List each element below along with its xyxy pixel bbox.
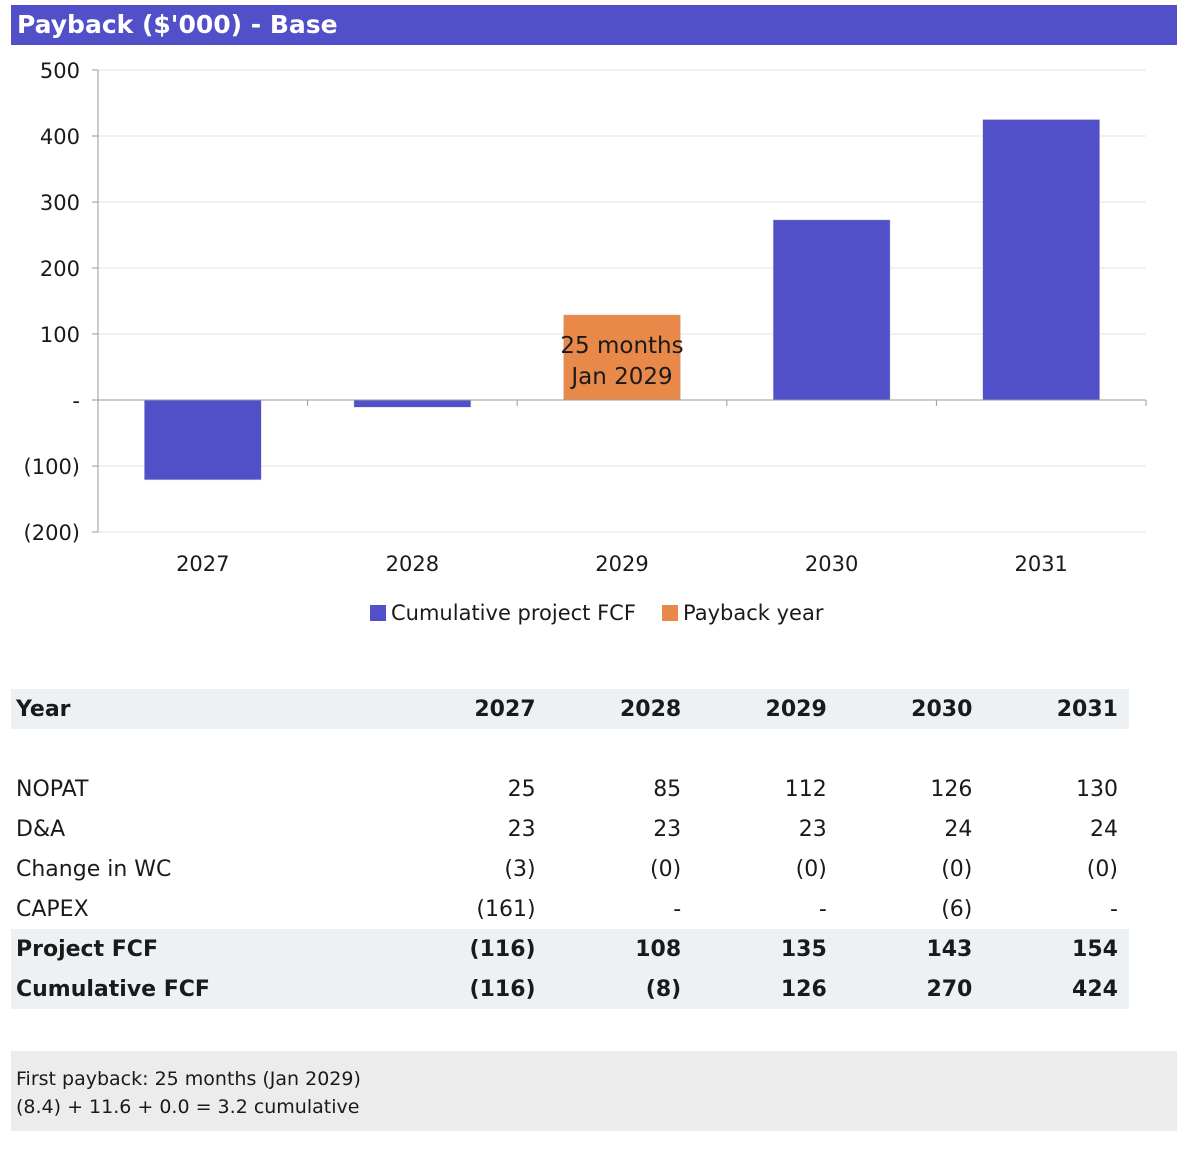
row-label: D&A (16, 816, 66, 842)
row-value: - (818, 896, 827, 922)
row-value: 112 (784, 776, 827, 802)
y-tick-label: 500 (40, 59, 80, 83)
table-row-capex: CAPEX (161) - - (6) - (11, 889, 1129, 929)
header-year: 2030 (911, 696, 973, 722)
y-tick-label: 300 (40, 191, 80, 215)
row-label: NOPAT (16, 776, 89, 802)
table-row-project-fcf: Project FCF (116) 108 135 143 154 (11, 929, 1129, 969)
row-value: 23 (798, 816, 827, 842)
row-value: 154 (1072, 936, 1118, 962)
row-value: 85 (653, 776, 682, 802)
row-value: (161) (476, 896, 536, 922)
row-value: 424 (1072, 976, 1118, 1002)
y-tick-label: 100 (40, 323, 80, 347)
bar (353, 399, 472, 408)
y-tick-label: - (72, 389, 80, 413)
table-row-da: D&A 23 23 23 24 24 (11, 809, 1129, 849)
row-value: 270 (926, 976, 973, 1002)
row-value: (116) (469, 936, 536, 962)
row-value: 23 (507, 816, 536, 842)
row-value: (116) (469, 976, 536, 1002)
row-value: (3) (504, 856, 536, 882)
payback-annotation: 25 months (560, 333, 683, 359)
header-year: 2031 (1056, 696, 1118, 722)
bar (563, 314, 681, 401)
y-tick-label: (100) (24, 455, 80, 479)
row-label: Project FCF (16, 936, 158, 962)
row-value: (0) (650, 856, 682, 882)
row-label: CAPEX (16, 896, 89, 922)
y-tick-label: 200 (40, 257, 80, 281)
table-row-cumulative-fcf: Cumulative FCF (116) (8) 126 270 424 (11, 969, 1129, 1009)
x-tick-label: 2031 (1014, 552, 1067, 576)
x-tick-label: 2030 (805, 552, 858, 576)
row-value: 126 (930, 776, 973, 802)
row-value: 135 (780, 936, 827, 962)
row-value: 25 (507, 776, 536, 802)
payback-note: First payback: 25 months (Jan 2029) (8.4… (11, 1051, 1177, 1131)
legend-swatch (662, 605, 678, 621)
header-label: Year (16, 696, 71, 722)
bar (772, 219, 891, 401)
row-value: 24 (1089, 816, 1118, 842)
row-value: 108 (635, 936, 682, 962)
row-value: 23 (653, 816, 682, 842)
header-year: 2029 (765, 696, 827, 722)
row-label: Change in WC (16, 856, 172, 882)
row-value: 24 (944, 816, 973, 842)
fcf-table: Year 2027 2028 2029 2030 2031 NOPAT 25 8… (11, 689, 1129, 1009)
x-tick-label: 2027 (176, 552, 229, 576)
payback-bar-chart: 500 400 300 200 100 - (100) (200) 2027 2028 2029 20… (24, 59, 1147, 625)
row-value: 143 (926, 936, 973, 962)
legend-label: Payback year (683, 601, 824, 625)
header-year: 2028 (619, 696, 682, 722)
row-value: (6) (941, 896, 973, 922)
row-value: (0) (1086, 856, 1118, 882)
table-header-row: Year 2027 2028 2029 2030 2031 (11, 689, 1129, 729)
payback-annotation: Jan 2029 (569, 364, 672, 390)
row-value: 126 (780, 976, 827, 1002)
table-row-change-in-wc: Change in WC (3) (0) (0) (0) (0) (11, 849, 1129, 889)
table-spacer (11, 729, 1129, 769)
bar (144, 399, 262, 481)
table-row-nopat: NOPAT 25 85 112 126 130 (11, 769, 1129, 809)
legend-swatch (370, 605, 386, 621)
y-tick-label: 400 (40, 125, 80, 149)
note-line-1: First payback: 25 months (Jan 2029) (16, 1068, 361, 1090)
legend-label: Cumulative project FCF (391, 601, 636, 625)
row-value: - (673, 896, 682, 922)
chart-title: Payback ($'000) - Base (11, 5, 1177, 45)
x-tick-label: 2029 (595, 552, 648, 576)
row-value: (8) (645, 976, 682, 1002)
x-tick-label: 2028 (386, 552, 439, 576)
row-value: - (1110, 896, 1118, 922)
header-year: 2027 (474, 696, 536, 722)
bar (982, 119, 1100, 401)
row-value: 130 (1075, 776, 1118, 802)
row-label: Cumulative FCF (16, 976, 210, 1002)
note-line-2: (8.4) + 11.6 + 0.0 = 3.2 cumulative (16, 1096, 360, 1118)
row-value: (0) (795, 856, 827, 882)
row-value: (0) (941, 856, 973, 882)
y-tick-label: (200) (24, 521, 80, 545)
